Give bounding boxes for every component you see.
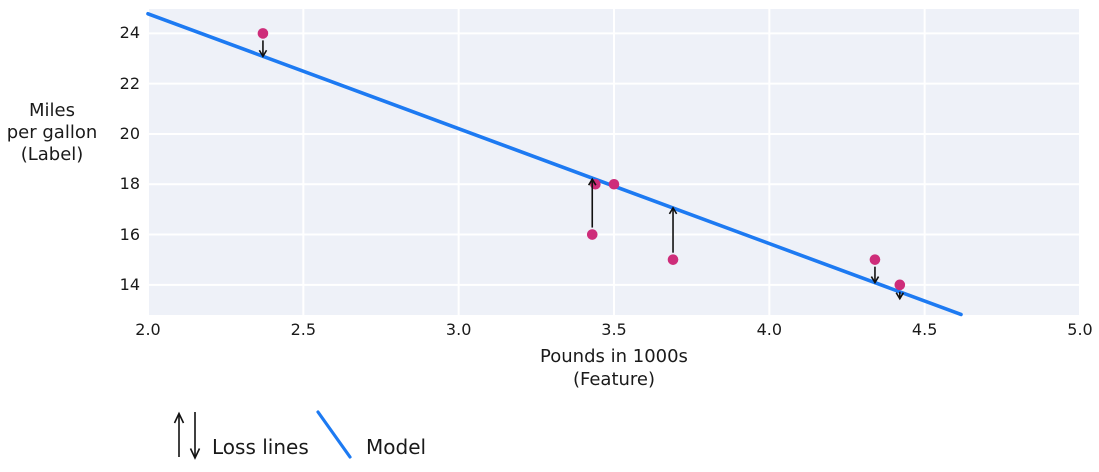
loss-lines-legend-icon xyxy=(173,411,201,460)
x-axis-title-line: (Feature) xyxy=(572,369,656,390)
y-axis-title-line: per gallon xyxy=(6,122,98,143)
y-axis-title-line: Miles xyxy=(29,100,75,121)
x-tick-label: 3.0 xyxy=(445,320,472,339)
data-point xyxy=(257,28,269,39)
y-axis-title-line: (Label) xyxy=(20,144,84,165)
y-tick-label: 16 xyxy=(119,224,140,244)
y-tick-label: 24 xyxy=(119,23,140,43)
y-tick-label: 18 xyxy=(119,174,140,194)
loss-arrow-up xyxy=(668,206,678,253)
chart-canvas xyxy=(146,9,1081,317)
x-tick-label: 2.5 xyxy=(290,320,317,339)
data-point xyxy=(869,254,881,265)
plot-area xyxy=(146,9,1081,317)
x-axis-title: Pounds in 1000s (Feature) xyxy=(464,345,764,391)
x-axis-title-line: Pounds in 1000s xyxy=(540,346,688,367)
loss-arrow-down xyxy=(895,291,905,301)
loss-arrow-up xyxy=(587,177,597,228)
loss-arrow-down xyxy=(870,266,880,285)
model-line xyxy=(146,11,963,317)
loss-lines-legend-label: Loss lines xyxy=(212,435,309,459)
model-legend-icon xyxy=(316,410,352,459)
x-tick-label: 4.5 xyxy=(911,320,938,339)
y-axis-title: Miles per gallon (Label) xyxy=(0,100,104,166)
data-point xyxy=(586,229,598,240)
x-tick-label: 4.0 xyxy=(756,320,783,339)
loss-arrow-down xyxy=(258,40,268,58)
x-tick-label: 5.0 xyxy=(1067,320,1093,339)
data-point xyxy=(608,178,620,190)
y-tick-label: 14 xyxy=(119,274,140,294)
model-legend-label: Model xyxy=(366,435,427,459)
y-tick-label: 22 xyxy=(119,73,140,93)
data-point xyxy=(894,279,906,291)
x-tick-label: 2.0 xyxy=(135,320,161,339)
x-tick-label: 3.5 xyxy=(601,320,627,339)
data-point xyxy=(667,254,679,265)
y-tick-label: 20 xyxy=(119,123,140,143)
